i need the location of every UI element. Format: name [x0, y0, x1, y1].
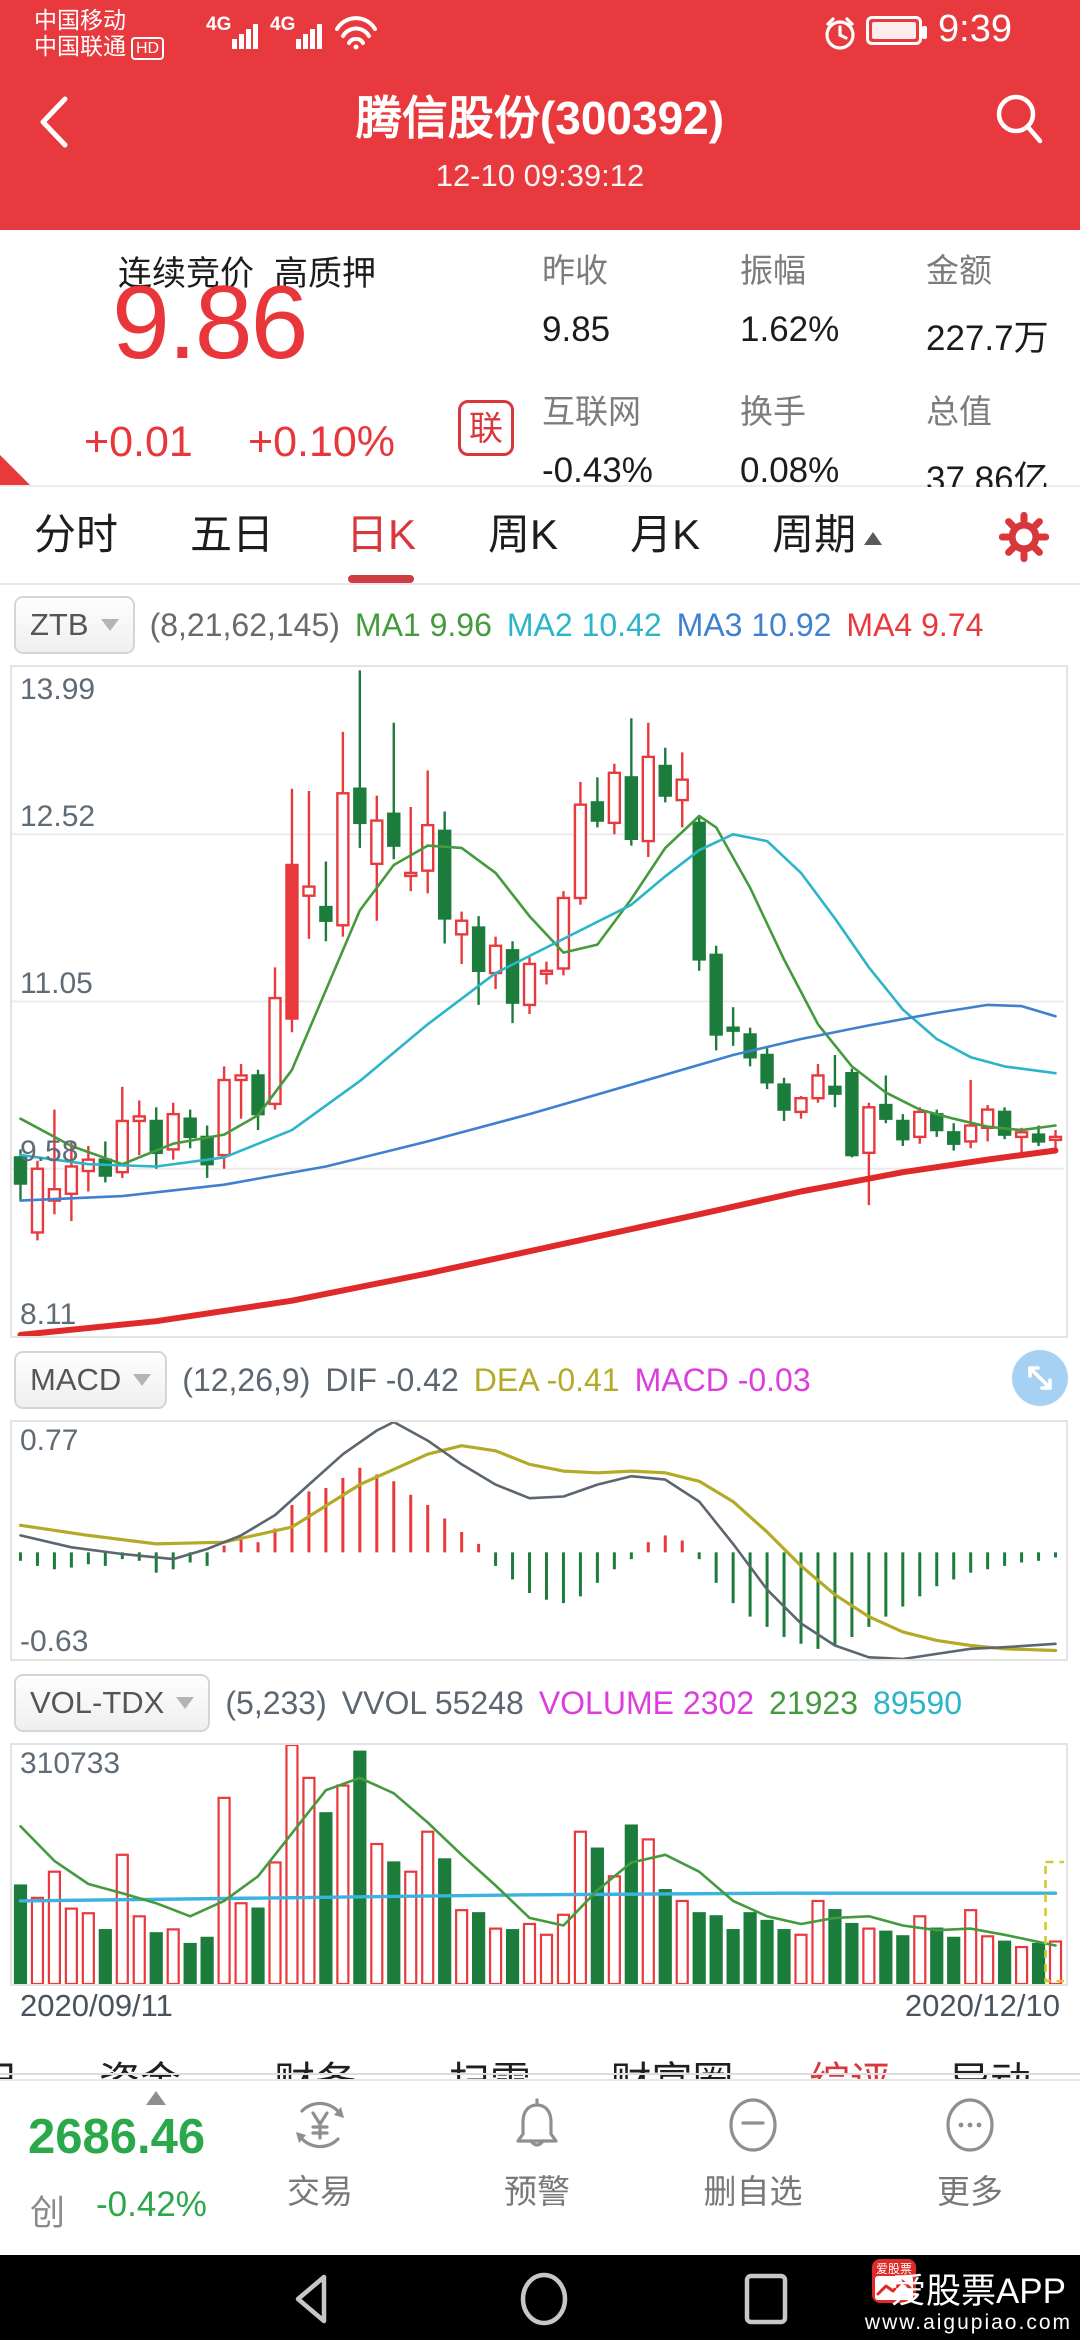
stat-prev-close: 昨收 9.85 — [542, 252, 611, 349]
y-label: 0.77 — [20, 1424, 79, 1457]
index-change: -0.42% — [96, 2185, 207, 2224]
volume-chart[interactable]: 310733 — [10, 1743, 1068, 1986]
stat-turnover: 换手 0.08% — [740, 393, 840, 490]
index-name: 创 — [30, 2194, 66, 2233]
watermark-app-name: 爱股票APP — [890, 2272, 1066, 2311]
trade-yuan-icon — [240, 2093, 400, 2159]
tab-period[interactable]: 周期 — [772, 487, 883, 583]
macd-legend: MACD (12,26,9) DIF -0.42 DEA -0.41 MACD … — [0, 1340, 1080, 1420]
vol-ma-green-value: 21923 — [769, 1684, 859, 1721]
indicator-select-main[interactable]: ZTB — [14, 596, 135, 654]
kline-legend: ZTB (8,21,62,145) MA1 9.96 MA2 10.42 MA3… — [0, 585, 1080, 665]
quote-datetime: 12-10 09:39:12 — [435, 158, 645, 193]
status-time: 9:39 — [938, 8, 1012, 50]
corner-flag-icon — [0, 455, 30, 485]
ma2-value: MA2 10.42 — [506, 606, 662, 643]
tab-daily-k[interactable]: 日K — [346, 487, 416, 583]
alarm-icon — [820, 13, 860, 58]
android-nav-bar: 爱股票 爱股票APP www.aigupiao.com — [0, 2255, 1080, 2340]
detail-tab-bar: 况 资金 财务 扫雷 财富圈 综评 异动 — [0, 2030, 1080, 2105]
ma3-value: MA3 10.92 — [676, 606, 832, 643]
vol-ma-cyan-value: 89590 — [873, 1684, 962, 1721]
end-date: 2020/12/10 — [904, 1988, 1060, 2023]
stat-amplitude: 振幅 1.62% — [740, 252, 840, 349]
battery-icon — [866, 16, 927, 45]
index-expand-caret-icon[interactable] — [146, 2091, 166, 2105]
dropdown-caret-icon — [133, 1374, 152, 1386]
y-label: 9.58 — [20, 1135, 79, 1168]
nav-back-button[interactable] — [288, 2271, 338, 2332]
dropdown-caret-icon — [100, 619, 119, 631]
y-label: 11.05 — [20, 967, 93, 1000]
carrier-2: 中国联通 HD — [34, 33, 165, 60]
watermark-url: www.aigupiao.com — [864, 2311, 1072, 2334]
alert-button[interactable]: 预警 — [457, 2081, 617, 2257]
carrier-1: 中国移动 — [34, 7, 126, 33]
kline-chart[interactable]: 13.99 12.52 11.05 9.58 8.11 — [10, 665, 1068, 1338]
dea-value: DEA -0.41 — [473, 1361, 620, 1398]
volume-legend: VOL-TDX (5,233) VVOL 55248 VOLUME 2302 2… — [0, 1663, 1080, 1743]
settings-gear-icon[interactable] — [998, 511, 1050, 568]
macd-params: (12,26,9) — [182, 1361, 311, 1398]
bell-icon — [457, 2093, 617, 2159]
hd-badge: HD — [131, 37, 165, 60]
indicator-select-macd[interactable]: MACD — [14, 1351, 168, 1409]
stat-sector[interactable]: 互联网 -0.43% — [542, 393, 653, 490]
tab-weekly-k[interactable]: 周K — [488, 511, 559, 558]
start-date: 2020/09/11 — [20, 1988, 173, 2023]
price-change: +0.01 — [84, 418, 193, 466]
remove-watchlist-button[interactable]: 删自选 — [673, 2081, 833, 2257]
tab-monthly-k[interactable]: 月K — [630, 511, 701, 558]
header-area: 中国移动 中国联通 HD 4G 4G 9:39 腾信股份(300392) 12-1… — [0, 0, 1080, 230]
bottom-action-bar: 2686.46 创 -0.42% 交易 预警 — [0, 2079, 1080, 2255]
minus-circle-icon — [673, 2093, 833, 2159]
y-label: 12.52 — [20, 800, 96, 833]
indicator-params: (8,21,62,145) — [149, 606, 340, 643]
y-label: -0.63 — [20, 1625, 89, 1658]
period-tab-bar: 分时 五日 日K 周K 月K 周期 — [0, 487, 1080, 585]
wifi-icon — [332, 14, 382, 57]
ellipsis-circle-icon — [890, 2093, 1050, 2159]
lian-badge[interactable]: 联 — [458, 400, 514, 456]
stat-market-cap: 总值 37.86亿 — [926, 393, 1049, 499]
price-change-pct: +0.10% — [248, 418, 396, 466]
y-label: 8.11 — [20, 1298, 77, 1331]
vvol-value: VVOL 55248 — [341, 1684, 524, 1721]
macd-chart[interactable]: 0.77 -0.63 — [10, 1420, 1068, 1661]
vol-params: (5,233) — [225, 1684, 327, 1721]
current-price: 9.86 — [112, 265, 308, 381]
indicator-select-vol[interactable]: VOL-TDX — [14, 1674, 211, 1732]
stat-amount: 金额 227.7万 — [926, 252, 1049, 358]
session-status: 连续竞价 高质押 — [118, 255, 376, 293]
aigupiao-logo: 爱股票 — [872, 2259, 916, 2303]
nav-home-button[interactable] — [516, 2271, 572, 2332]
trade-button[interactable]: 交易 — [240, 2081, 400, 2257]
ma4-value: MA4 9.74 — [846, 606, 984, 643]
quote-stats: 昨收 9.85 振幅 1.62% 金额 227.7万 互联网 -0.43% 换手 0.08… — [542, 244, 1080, 502]
tab-5day[interactable]: 五日 — [190, 511, 275, 558]
page-title: 腾信股份(300392) — [355, 92, 725, 144]
volume-value: VOLUME 2302 — [538, 1684, 755, 1721]
period-caret-icon — [864, 532, 883, 545]
dif-value: DIF -0.42 — [325, 1361, 459, 1398]
more-button[interactable]: 更多 — [890, 2081, 1050, 2257]
fullscreen-expand-button[interactable] — [1012, 1350, 1068, 1406]
date-axis: 2020/09/11 2020/12/10 — [0, 1988, 1080, 2030]
search-button[interactable] — [994, 92, 1046, 153]
ma1-value: MA1 9.96 — [354, 606, 492, 643]
carrier-info: 中国移动 中国联通 HD — [34, 7, 165, 60]
dropdown-caret-icon — [176, 1697, 195, 1709]
y-label: 13.99 — [20, 673, 96, 706]
back-button[interactable] — [36, 92, 70, 157]
quote-panel: 连续竞价 高质押 9.86 +0.01 +0.10% 联 昨收 9.85 振幅 1.6… — [0, 230, 1080, 499]
macd-value: MACD -0.03 — [634, 1361, 811, 1398]
pledge-tag: 高质押 — [274, 255, 376, 293]
nav-recents-button[interactable] — [738, 2271, 794, 2332]
tab-minute[interactable]: 分时 — [34, 511, 119, 558]
y-label: 310733 — [20, 1747, 121, 1780]
index-value[interactable]: 2686.46 — [28, 2110, 206, 2164]
